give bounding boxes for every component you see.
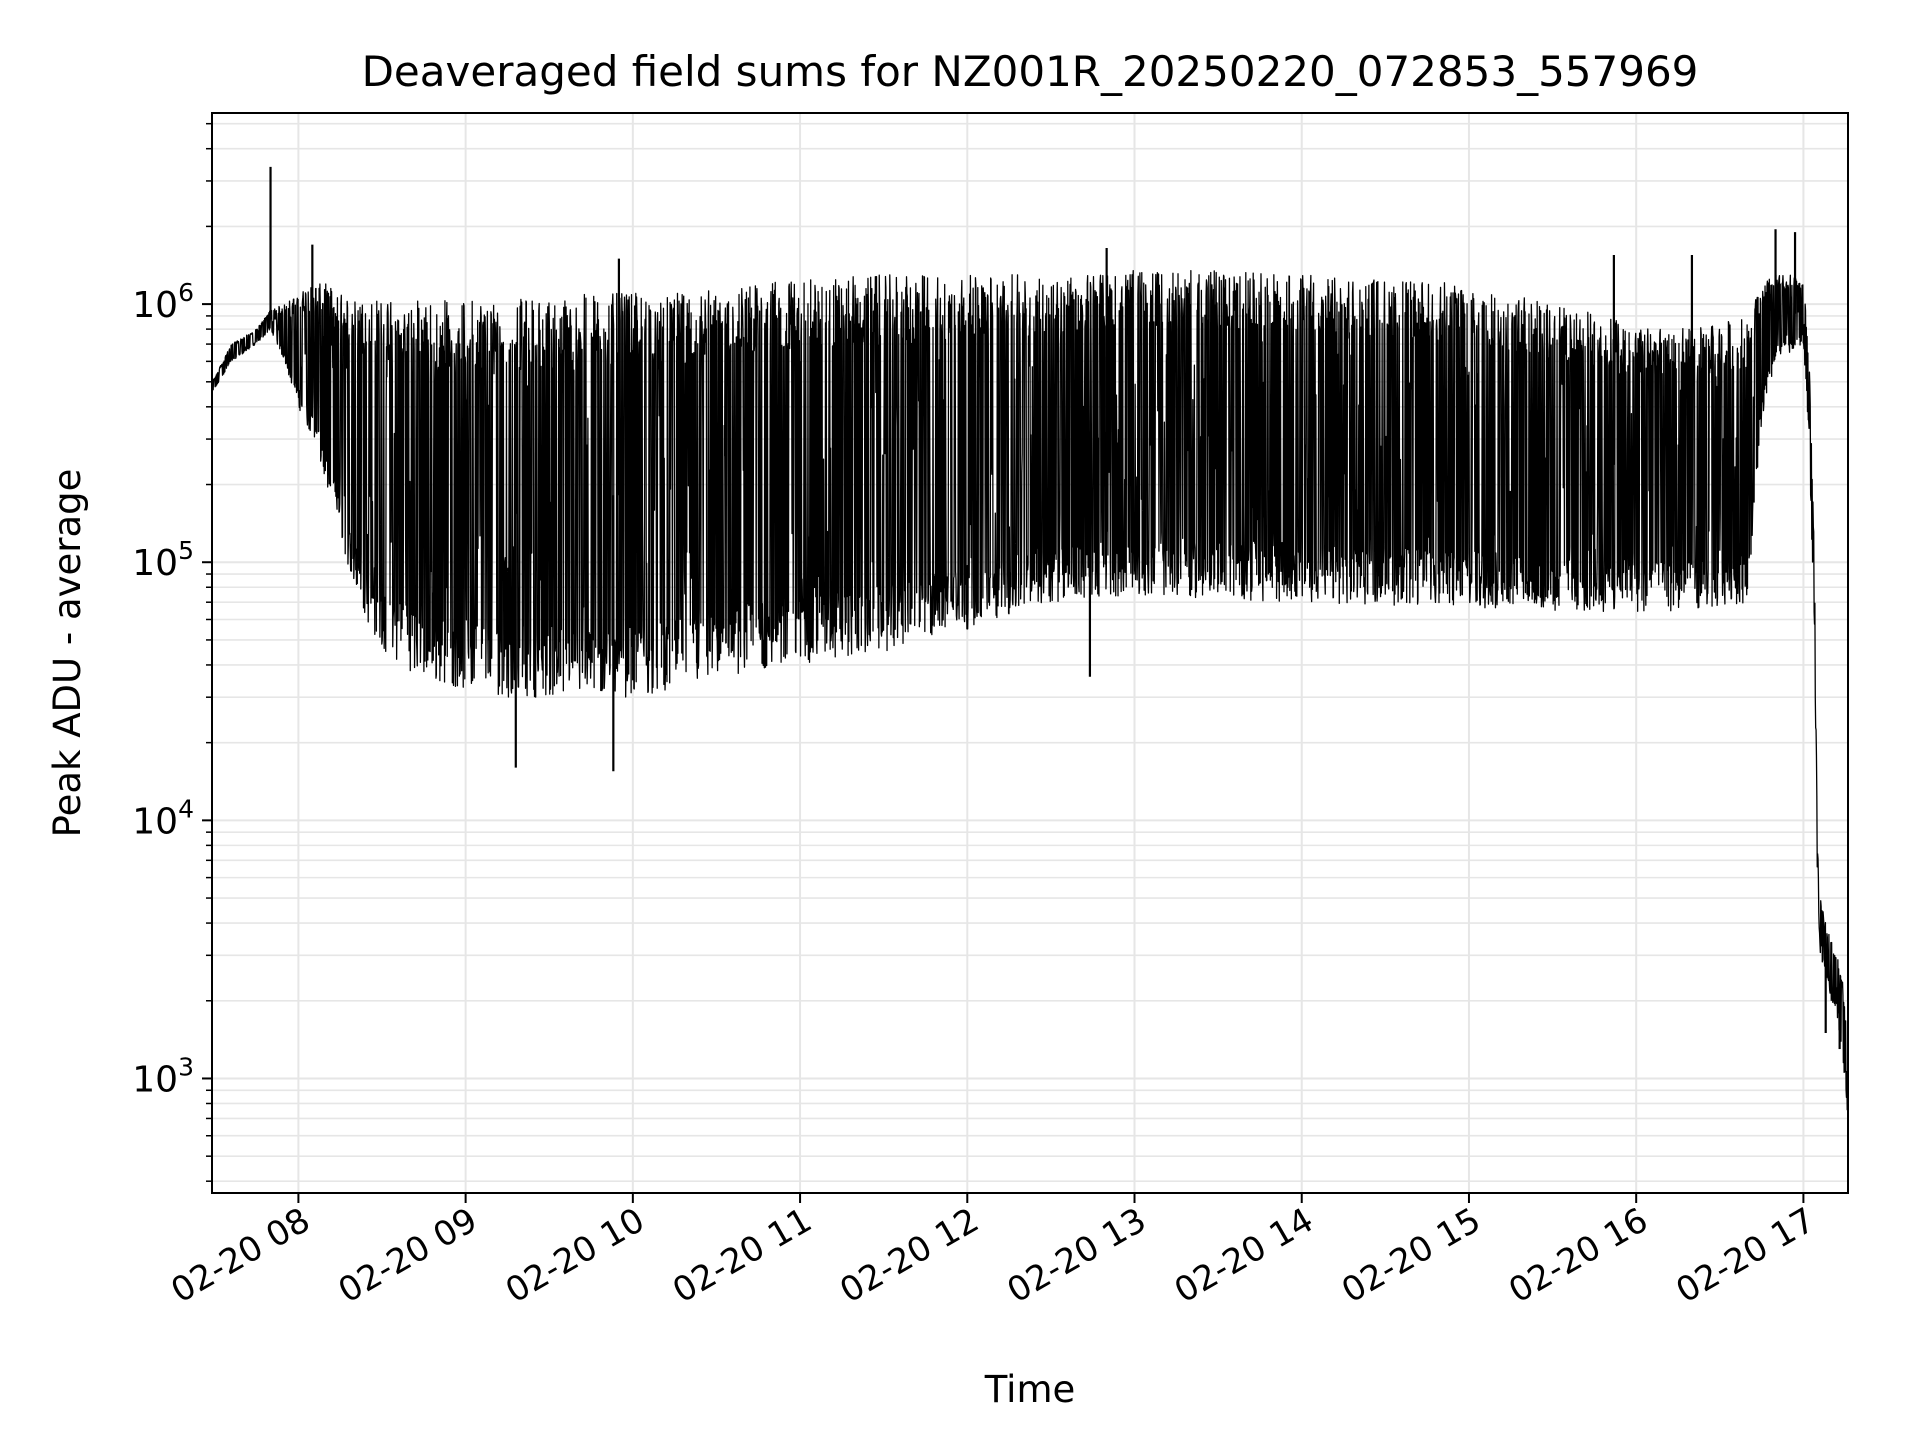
y-tick-label: 106 (132, 278, 194, 326)
y-tick-label: 103 (132, 1052, 194, 1100)
y-tick-label: 105 (132, 536, 194, 584)
series-line (211, 269, 1849, 1115)
y-axis-label: Peak ADU - average (46, 469, 89, 838)
plot-frame (211, 112, 1849, 1194)
chart-title: Deaveraged field sums for NZ001R_2025022… (362, 47, 1699, 96)
data-series (211, 166, 1849, 1115)
y-axis-ticks: 103 104 105 106 (132, 122, 212, 1182)
y-tick-label: 104 (132, 794, 194, 842)
x-axis-label: Time (984, 1368, 1076, 1411)
